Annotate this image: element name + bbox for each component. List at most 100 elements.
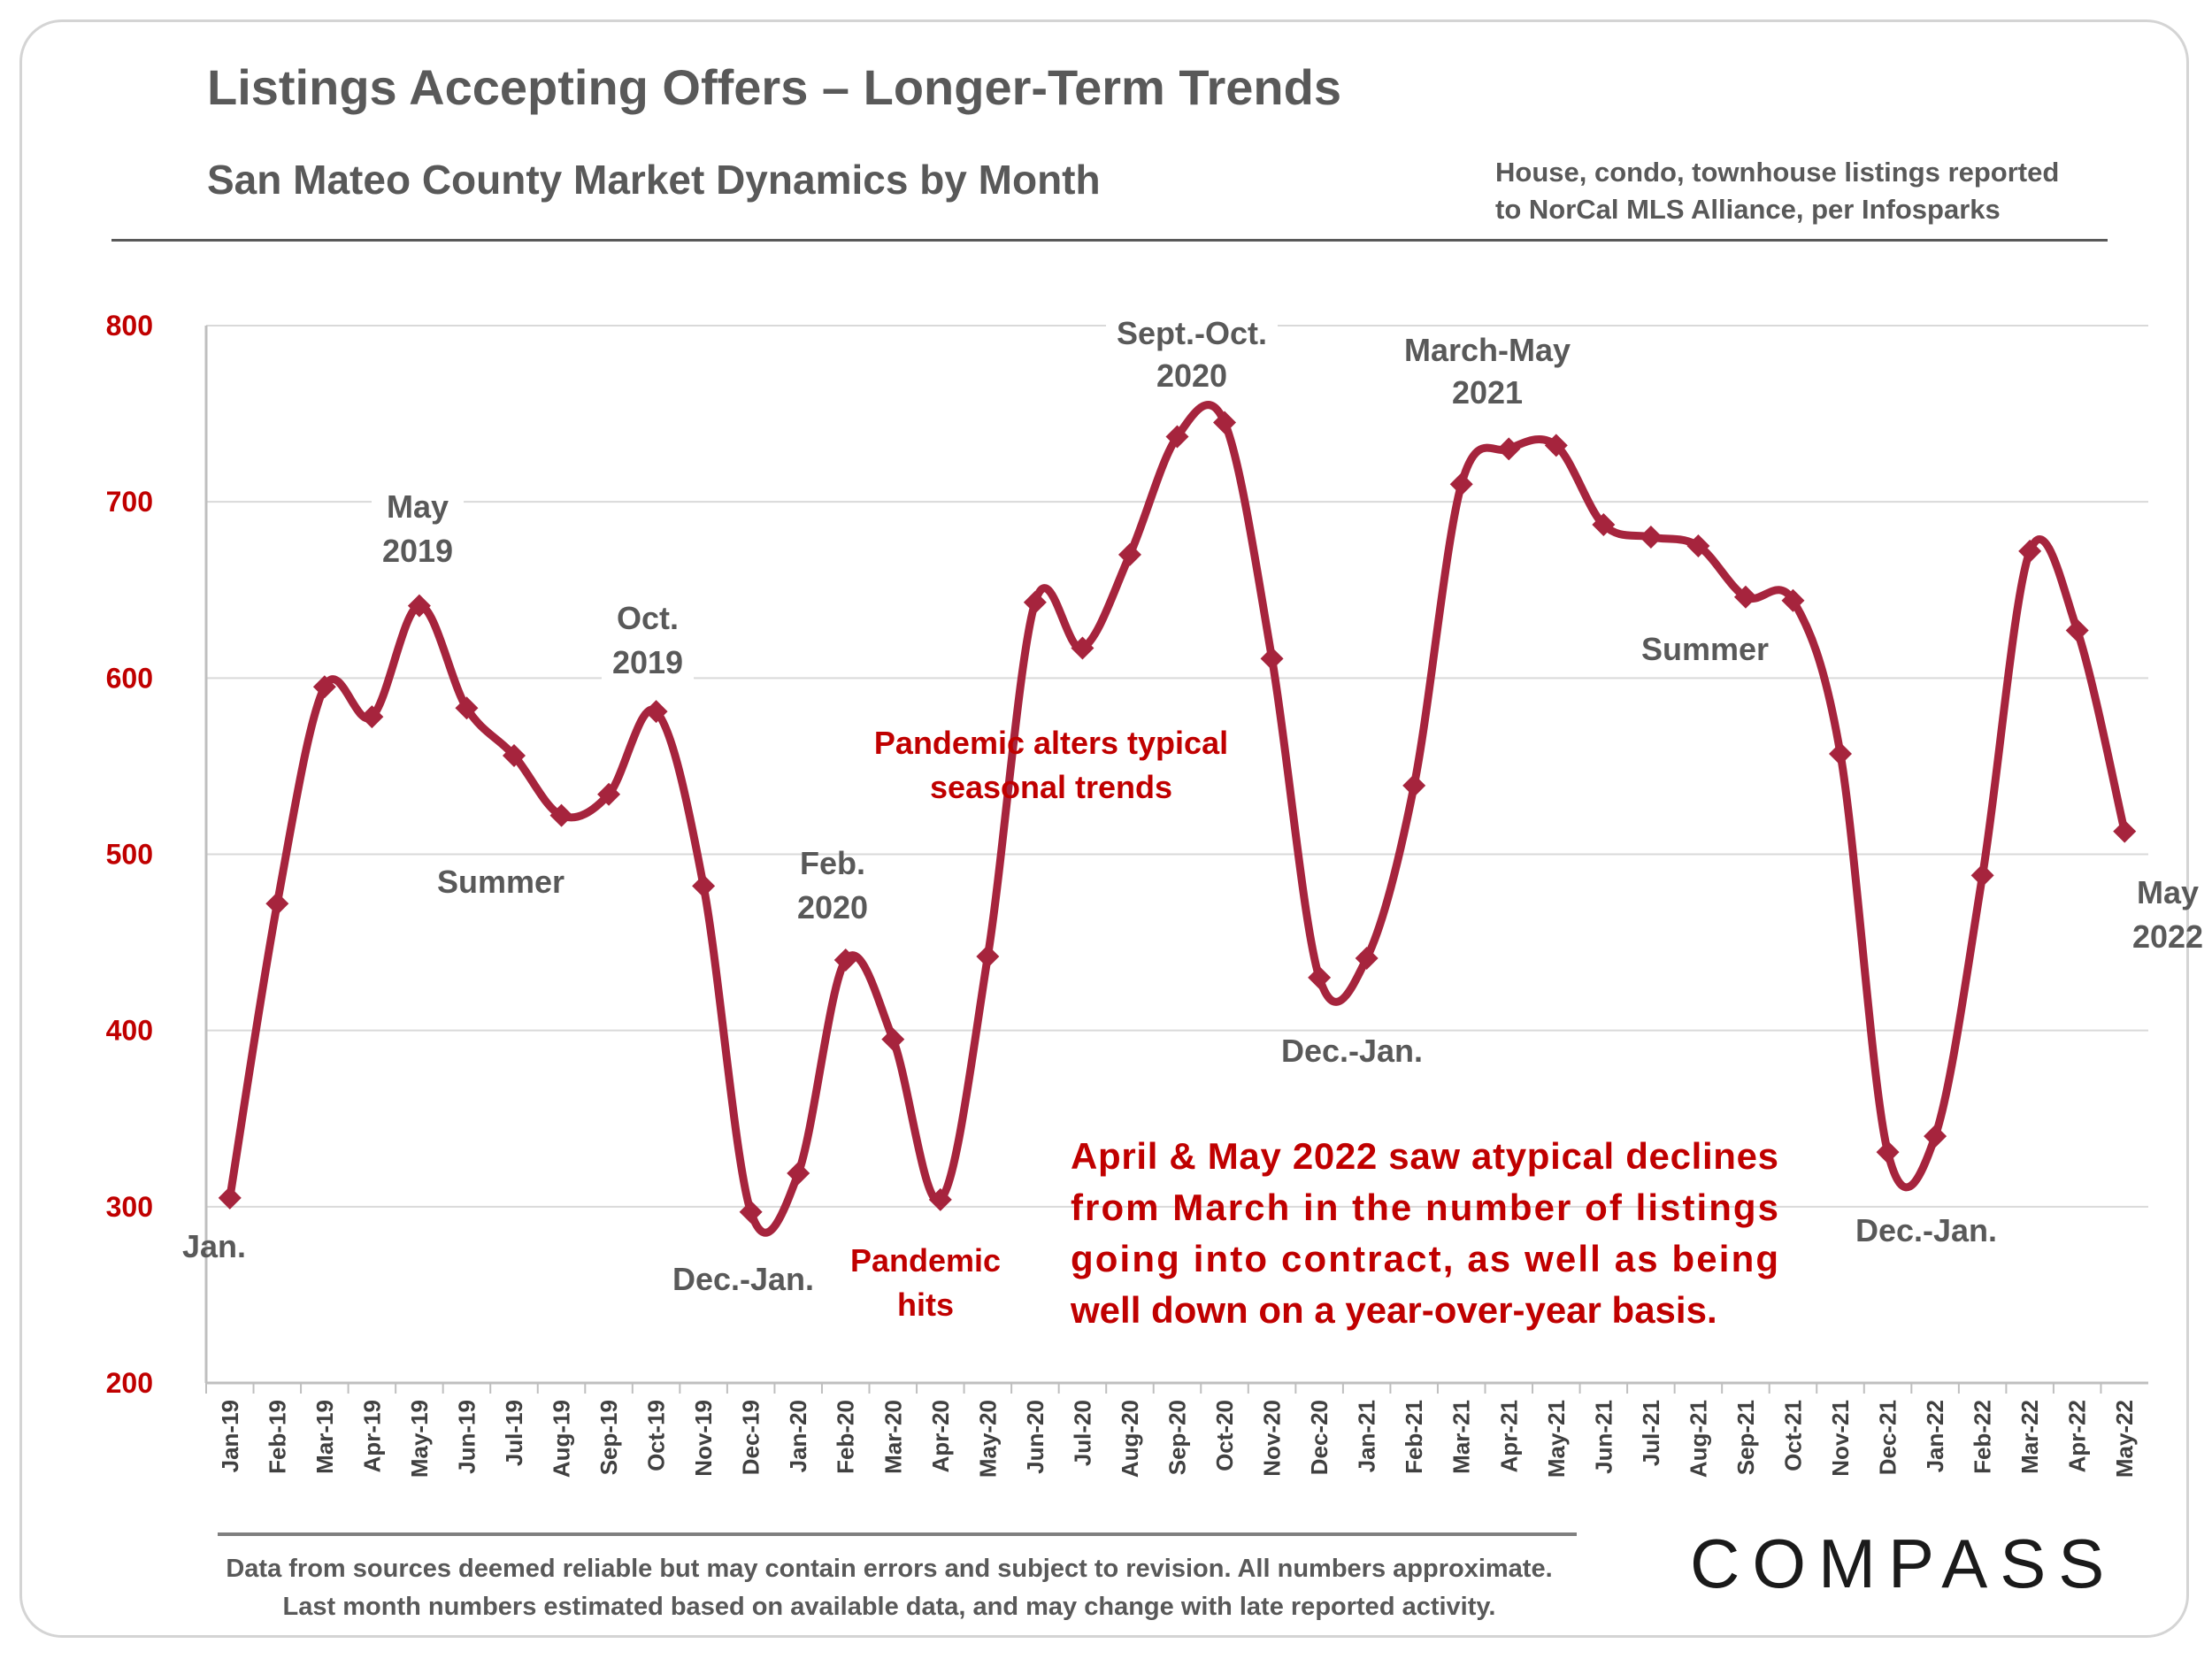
chart-annotation: Sept.-Oct. 2020	[1117, 315, 1267, 394]
x-tick-label: Nov-19	[690, 1400, 717, 1477]
source-note-line: House, condo, townhouse listings reporte…	[1495, 157, 2060, 188]
x-tick-label: Jul-21	[1638, 1400, 1664, 1466]
data-point-marker	[928, 1187, 952, 1211]
x-tick-label: Jan-22	[1922, 1400, 1948, 1472]
footer-line: Data from sources deemed reliable but ma…	[226, 1555, 1553, 1583]
data-point-marker	[1260, 647, 1284, 671]
data-point-marker	[1449, 472, 1473, 496]
annotation-line: April & May 2022 saw atypical declines	[1071, 1135, 1778, 1177]
data-point-marker	[739, 1200, 763, 1224]
x-tick-label: Oct-19	[643, 1400, 670, 1471]
x-tick-label: May-22	[2111, 1400, 2138, 1478]
data-point-marker	[1308, 965, 1332, 989]
data-point-marker	[597, 782, 621, 806]
data-point-marker	[549, 803, 573, 827]
data-point-marker	[787, 1161, 810, 1185]
x-tick-label: Aug-20	[1117, 1400, 1143, 1478]
annotation-line: Dec.-Jan.	[1281, 1033, 1423, 1069]
x-tick-label: Mar-19	[311, 1400, 338, 1474]
chart-subtitle: San Mateo County Market Dynamics by Mont…	[207, 157, 1101, 203]
data-point-marker	[360, 705, 384, 729]
data-point-marker	[1829, 741, 1853, 765]
annotation-background	[1630, 626, 1780, 672]
chart-card	[19, 19, 2189, 1638]
x-tick-label: Feb-20	[833, 1400, 859, 1474]
x-tick-label: Aug-19	[549, 1400, 575, 1478]
x-tick-label: Feb-19	[264, 1400, 290, 1474]
annotation-line: 2021	[1452, 374, 1523, 411]
x-tick-label: Oct-20	[1211, 1400, 1238, 1471]
data-point-marker	[1686, 534, 1710, 557]
data-point-marker	[312, 675, 336, 699]
data-point-marker	[833, 949, 857, 972]
x-tick-label: Apr-21	[1495, 1400, 1522, 1472]
data-point-marker	[1071, 636, 1094, 660]
x-tick-label: Oct-21	[1779, 1400, 1806, 1471]
annotation-line: Summer	[1641, 631, 1769, 667]
annotation-line: Oct.	[617, 600, 679, 636]
chart-annotation: Feb. 2020	[797, 845, 868, 926]
x-tick-label: Jul-19	[501, 1400, 527, 1466]
x-tick-label: Jul-20	[1069, 1400, 1095, 1466]
data-point-marker	[407, 594, 431, 618]
data-point-marker	[1165, 425, 1189, 449]
data-point-marker	[2065, 618, 2089, 642]
annotation-line: Feb.	[800, 845, 865, 881]
annotation-line: Summer	[437, 864, 565, 900]
x-tick-label: Nov-20	[1259, 1400, 1286, 1477]
annotation-line: hits	[897, 1286, 954, 1323]
x-tick-label: May-19	[406, 1400, 433, 1478]
y-tick-label: 700	[106, 486, 153, 518]
annotation-line: Sept.-Oct.	[1117, 315, 1267, 351]
x-tick-label: Mar-22	[2016, 1400, 2043, 1474]
chart-annotation: March-May 2021	[1404, 332, 1571, 411]
x-tick-label: May-21	[1543, 1400, 1570, 1478]
annotation-line: March-May	[1404, 332, 1571, 368]
chart-annotation: May 2022	[2132, 874, 2203, 955]
x-tick-label: Sep-20	[1164, 1400, 1191, 1475]
data-point-marker	[1544, 434, 1568, 457]
data-point-marker	[455, 696, 479, 720]
x-tick-label: Jan-19	[217, 1400, 243, 1472]
x-tick-label: Dec-21	[1875, 1400, 1901, 1475]
chart-annotation: Dec.-Jan.	[1281, 1033, 1423, 1069]
annotation-line: seasonal trends	[930, 769, 1172, 805]
data-point-marker	[692, 874, 716, 898]
annotation-line: going into contract, as well as being	[1071, 1238, 1778, 1279]
chart-annotation: May 2019	[382, 488, 453, 569]
annotation-background	[371, 483, 465, 574]
data-point-marker	[2113, 819, 2137, 843]
x-tick-label: Feb-21	[1401, 1400, 1427, 1474]
annotation-line: 2020	[797, 889, 868, 926]
compass-logo: COMPASS	[1690, 1525, 2117, 1602]
data-point-marker	[1781, 588, 1805, 612]
source-note: House, condo, townhouse listings reporte…	[1495, 154, 2059, 228]
footer-line: Last month numbers estimated based on av…	[282, 1593, 1496, 1621]
chart-title: Listings Accepting Offers – Longer-Term …	[207, 59, 1341, 115]
chart-annotation: Pandemic alters typical seasonal trends	[874, 725, 1228, 805]
data-point-marker	[1592, 513, 1616, 537]
x-tick-label: Mar-20	[879, 1400, 906, 1474]
x-tick-label: Jan-21	[1354, 1400, 1380, 1472]
chart-annotation: Dec.-Jan.	[1855, 1212, 1997, 1248]
annotation-line: Dec.-Jan.	[672, 1261, 814, 1297]
y-tick-label: 200	[106, 1367, 153, 1399]
data-point-marker	[1213, 411, 1237, 434]
y-tick-label: 300	[106, 1191, 153, 1223]
data-point-marker	[976, 945, 1000, 969]
y-tick-label: 600	[106, 662, 153, 694]
x-tick-label: Apr-19	[358, 1400, 385, 1472]
chart-annotation: Pandemic hits	[850, 1242, 1001, 1323]
annotation-line: May	[387, 488, 449, 525]
annotation-line: May	[2137, 874, 2199, 910]
x-tick-label: Dec-19	[738, 1400, 764, 1475]
annotation-line: Jan.	[182, 1228, 246, 1264]
header-divider	[111, 239, 2108, 242]
data-point-marker	[502, 743, 526, 767]
series-line	[226, 401, 2129, 1237]
annotation-background	[601, 595, 695, 686]
x-tick-label: Sep-19	[595, 1400, 622, 1475]
data-point-marker	[1355, 947, 1379, 971]
data-point-marker	[1497, 437, 1521, 461]
x-tick-label: Jan-20	[785, 1400, 811, 1472]
